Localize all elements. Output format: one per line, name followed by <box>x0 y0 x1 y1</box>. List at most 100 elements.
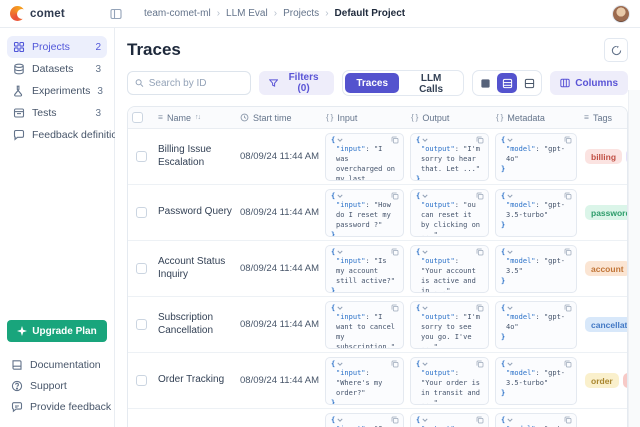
copy-icon[interactable] <box>476 416 484 424</box>
copy-icon[interactable] <box>476 304 484 312</box>
copy-icon[interactable] <box>564 360 572 368</box>
table-row[interactable]: Password Query 08/09/24 11:44 AM { "inpu… <box>128 185 627 241</box>
json-preview-cell[interactable]: { "output": "Your order is in transit an… <box>410 356 489 405</box>
density-compact-button[interactable] <box>475 73 495 93</box>
chevron-down-icon[interactable] <box>337 137 343 143</box>
json-preview-cell[interactable]: { "input": "I want to cancel my subscrip… <box>325 300 404 349</box>
sidebar-item-documentation[interactable]: Documentation <box>7 354 107 375</box>
sort-icon[interactable]: ↑↓ <box>194 114 201 121</box>
row-checkbox[interactable] <box>135 319 147 330</box>
chevron-down-icon[interactable] <box>507 361 513 367</box>
copy-icon[interactable] <box>391 416 399 424</box>
chevron-down-icon[interactable] <box>337 417 343 423</box>
chevron-down-icon[interactable] <box>422 305 428 311</box>
copy-icon[interactable] <box>476 136 484 144</box>
sidebar-item-provide-feedback[interactable]: Provide feedback <box>7 396 111 417</box>
json-preview-cell[interactable]: { "model": "gpt-3.5" } <box>495 412 577 427</box>
table-row[interactable]: Subscription Cancellation 08/09/24 11:44… <box>128 297 627 353</box>
json-preview-cell[interactable]: { "output": "I'm sorry to see you go. I'… <box>410 300 489 349</box>
row-checkbox[interactable] <box>135 151 147 162</box>
json-preview-cell[interactable]: { "model": "gpt-4o" } <box>495 132 577 181</box>
sidebar-collapse-icon[interactable] <box>106 4 126 24</box>
sidebar-item-experiments[interactable]: Experiments 3 <box>7 80 107 102</box>
col-header-start-time[interactable]: Start time <box>236 113 322 123</box>
filters-button[interactable]: Filters (0) <box>258 71 335 95</box>
tab-traces[interactable]: Traces <box>345 73 400 93</box>
json-preview-cell[interactable]: { "model": "gpt-3.5" } <box>495 244 577 293</box>
table-row[interactable]: Account Status Inquiry 08/09/24 11:44 AM… <box>128 241 627 297</box>
tab-llm-calls[interactable]: LLM Calls <box>401 73 461 95</box>
breadcrumb-item[interactable]: LLM Eval <box>226 8 268 19</box>
json-preview-cell[interactable]: { "output": "ou can reset it by clicking… <box>410 188 489 237</box>
json-preview-cell[interactable]: { "input": "Is my account still active?"… <box>325 244 404 293</box>
density-comfortable-button[interactable] <box>519 73 539 93</box>
chevron-down-icon[interactable] <box>507 193 513 199</box>
copy-icon[interactable] <box>391 304 399 312</box>
columns-button[interactable]: Columns <box>550 71 629 95</box>
json-preview-cell[interactable]: { "output": "I'm sorry to hear that. Let… <box>410 132 489 181</box>
json-preview-cell[interactable]: { "output": "I've submitted your refund … <box>410 412 489 427</box>
table-row[interactable]: Refund Request 08/09/24 11:44 AM { "inpu… <box>128 409 627 427</box>
chevron-down-icon[interactable] <box>507 305 513 311</box>
chevron-down-icon[interactable] <box>507 417 513 423</box>
json-preview-cell[interactable]: { "model": "gpt-4o" } <box>495 300 577 349</box>
copy-icon[interactable] <box>391 136 399 144</box>
col-header-tags[interactable]: ≡ Tags <box>584 112 612 123</box>
copy-icon[interactable] <box>564 304 572 312</box>
sidebar-item-tests[interactable]: Tests 3 <box>7 102 107 124</box>
chevron-down-icon[interactable] <box>422 193 428 199</box>
copy-icon[interactable] <box>391 248 399 256</box>
copy-icon[interactable] <box>476 360 484 368</box>
json-preview-cell[interactable]: { "model": "gpt-3.5-turbo" } <box>495 188 577 237</box>
table-row[interactable]: Billing Issue Escalation 08/09/24 11:44 … <box>128 129 627 185</box>
row-checkbox[interactable] <box>135 207 147 218</box>
breadcrumb-item[interactable]: Default Project <box>334 8 406 19</box>
chevron-down-icon[interactable] <box>507 137 513 143</box>
copy-icon[interactable] <box>391 360 399 368</box>
sidebar-item-datasets[interactable]: Datasets 3 <box>7 58 107 80</box>
upgrade-plan-button[interactable]: Upgrade Plan <box>7 320 107 342</box>
density-default-button[interactable] <box>497 73 518 93</box>
json-preview-cell[interactable]: { "output": "Your account is active and … <box>410 244 489 293</box>
sidebar-item-projects[interactable]: Projects 2 <box>7 36 107 58</box>
copy-icon[interactable] <box>564 192 572 200</box>
chevron-down-icon[interactable] <box>337 305 343 311</box>
chevron-down-icon[interactable] <box>422 249 428 255</box>
json-preview-cell[interactable]: { "input": "Where's my order?" } <box>325 356 404 405</box>
chevron-down-icon[interactable] <box>422 137 428 143</box>
copy-icon[interactable] <box>564 136 572 144</box>
json-preview-cell[interactable]: { "input": "I was overcharged on my last… <box>325 132 404 181</box>
breadcrumb-item[interactable]: team-comet-ml <box>144 8 211 19</box>
chevron-down-icon[interactable] <box>337 361 343 367</box>
copy-icon[interactable] <box>476 192 484 200</box>
col-header-input[interactable]: { } Input <box>326 112 358 123</box>
chevron-down-icon[interactable] <box>337 249 343 255</box>
col-header-output[interactable]: { } Output <box>411 112 450 123</box>
comet-logo[interactable]: comet <box>10 6 106 21</box>
table-scroll-gutter[interactable] <box>628 90 640 427</box>
json-preview-cell[interactable]: { "input": "How do I reset my password ?… <box>325 188 404 237</box>
search-box[interactable] <box>127 71 251 95</box>
row-checkbox[interactable] <box>135 263 147 274</box>
sidebar-item-feedback-definitions[interactable]: Feedback definitions 2 <box>7 124 141 146</box>
col-header-metadata[interactable]: { } Metadata <box>496 112 545 123</box>
table-row[interactable]: Order Tracking 08/09/24 11:44 AM { "inpu… <box>128 353 627 409</box>
copy-icon[interactable] <box>564 248 572 256</box>
breadcrumb-item[interactable]: Projects <box>283 8 320 19</box>
chevron-down-icon[interactable] <box>507 249 513 255</box>
json-preview-cell[interactable]: { "input": "Can I get a refund for my la… <box>325 412 404 427</box>
copy-icon[interactable] <box>564 416 572 424</box>
row-checkbox[interactable] <box>135 375 147 386</box>
sidebar-item-support[interactable]: Support <box>7 375 107 396</box>
user-avatar[interactable] <box>612 4 630 23</box>
search-input[interactable] <box>148 77 243 89</box>
chevron-down-icon[interactable] <box>422 417 428 423</box>
chevron-down-icon[interactable] <box>337 193 343 199</box>
json-preview-cell[interactable]: { "model": "gpt-3.5-turbo" } <box>495 356 577 405</box>
select-all-checkbox[interactable] <box>132 112 143 123</box>
copy-icon[interactable] <box>476 248 484 256</box>
col-header-name[interactable]: ≡ Name ↑↓ <box>158 112 201 123</box>
refresh-button[interactable] <box>604 38 628 62</box>
copy-icon[interactable] <box>391 192 399 200</box>
chevron-down-icon[interactable] <box>422 361 428 367</box>
